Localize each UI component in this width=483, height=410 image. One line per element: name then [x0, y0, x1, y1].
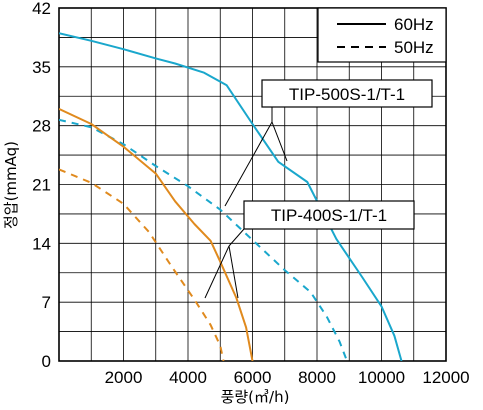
x-tick-label: 4000	[169, 368, 207, 387]
y-tick-label: 14	[32, 234, 51, 253]
y-axis-title: 정압(mmAq)	[2, 141, 20, 229]
annotation-500-box	[261, 79, 433, 108]
x-tick-label: 8000	[298, 368, 336, 387]
x-tick-label: 6000	[234, 368, 272, 387]
y-tick-label: 21	[32, 176, 51, 195]
x-tick-label: 12000	[422, 368, 469, 387]
series-line-tip-400s-1-t-1-50hz	[59, 168, 225, 361]
x-tick-label: 10000	[358, 368, 405, 387]
annotation-400-leader-left	[204, 245, 230, 299]
annotation-400-leader-right	[228, 245, 239, 299]
series-line-tip-500s-1-t-1-60hz	[59, 32, 403, 361]
y-tick-label: 28	[32, 117, 51, 136]
x-axis-title: 풍량(㎥/h)	[221, 388, 290, 406]
x-tick-labels: 2000 4000 6000 8000 10000 12000	[105, 368, 470, 387]
legend-box	[317, 7, 447, 63]
annotation-400-box	[243, 200, 415, 230]
y-tick-label: 35	[32, 58, 51, 77]
legend: 60Hz 50Hz	[317, 7, 447, 63]
series-line-tip-400s-1-t-1-60hz	[59, 107, 254, 361]
annotation-500-leader-left	[224, 121, 273, 207]
series-layer	[59, 32, 403, 361]
series-line-tip-500s-1-t-1-50hz	[59, 118, 348, 361]
legend-label-60hz: 60Hz	[394, 15, 434, 34]
annotation-400-stem	[228, 228, 245, 247]
annotation-500-label: TIP-500S-1/T-1	[289, 85, 405, 104]
annotation-500-leader-right	[271, 121, 288, 162]
legend-label-50hz: 50Hz	[394, 38, 434, 57]
y-tick-label: 42	[32, 0, 51, 18]
annotation-400-label: TIP-400S-1/T-1	[271, 206, 387, 225]
y-tick-label: 0	[42, 352, 51, 371]
annotation-tip-400s: TIP-400S-1/T-1	[204, 200, 415, 299]
x-tick-label: 2000	[105, 368, 143, 387]
y-tick-labels: 0 7 14 21 28 35 42	[32, 0, 51, 371]
y-tick-label: 7	[42, 293, 51, 312]
annotation-tip-500s: TIP-500S-1/T-1	[224, 79, 433, 207]
